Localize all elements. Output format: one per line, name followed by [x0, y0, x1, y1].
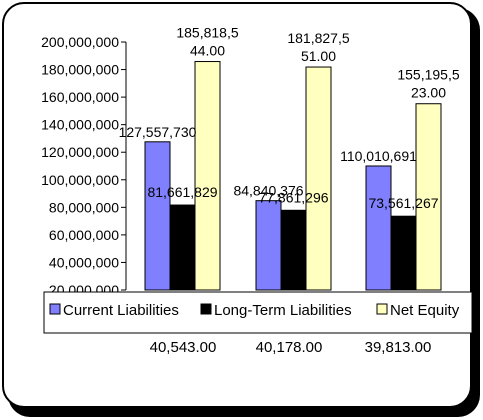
legend-label: Long-Term Liabilities — [214, 302, 352, 319]
bar — [255, 200, 282, 291]
data-label: 84,840,376 — [233, 183, 303, 199]
bar — [280, 209, 307, 291]
legend-box — [43, 291, 473, 334]
data-label: 73,561,267 — [368, 195, 438, 211]
category-label: 39,813.00 — [365, 339, 432, 356]
legend-swatch — [49, 303, 61, 315]
y-tick-label: 140,000,000 — [41, 117, 119, 133]
bar — [390, 215, 417, 291]
category-label: 40,543.00 — [150, 339, 217, 356]
y-tick-label: 120,000,000 — [41, 144, 119, 160]
data-label: 181,827,5 — [287, 30, 349, 46]
bar — [194, 61, 221, 291]
category-label: 40,178.00 — [256, 339, 323, 356]
data-label: 127,557,730 — [119, 124, 197, 140]
y-tick-label: 100,000,000 — [41, 172, 119, 188]
legend-label: Current Liabilities — [63, 302, 179, 319]
y-tick-label: 80,000,000 — [49, 199, 119, 215]
data-label: 110,010,691 — [340, 148, 417, 164]
bar — [415, 103, 442, 291]
data-label: 81,661,829 — [147, 184, 217, 200]
legend: Current Liabilities Long-Term Liabilities… — [43, 291, 473, 334]
bar — [305, 66, 332, 291]
y-tick-label: 40,000,000 — [49, 254, 119, 270]
bar — [169, 204, 196, 291]
data-label: 77,861,296 — [258, 189, 328, 205]
y-tick-label: 200,000,000 — [41, 34, 119, 50]
bar — [144, 141, 171, 291]
chart-frame — [2, 2, 472, 408]
y-tick-label: 180,000,000 — [41, 62, 119, 78]
y-tick-label: 160,000,000 — [41, 89, 119, 105]
data-labels: 127,557,730 84,840,376 110,010,691 81,661,8… — [119, 25, 460, 212]
bars — [144, 61, 442, 291]
data-label: 185,818,5 — [176, 25, 238, 41]
data-label: 51.00 — [301, 48, 336, 64]
data-label: 44.00 — [190, 43, 225, 59]
y-tick-label: 60,000,000 — [49, 227, 119, 243]
legend-label: Net Equity — [390, 302, 460, 319]
legend-swatch — [200, 303, 212, 315]
data-label: 155,195,5 — [397, 67, 459, 83]
legend-swatch — [376, 303, 388, 315]
bar — [365, 165, 392, 291]
y-axis: 20,000,00040,000,00060,000,00080,000,000… — [41, 34, 127, 298]
data-label: 23.00 — [411, 85, 446, 101]
category-labels: 40,543.00 40,178.00 39,813.00 — [150, 339, 432, 356]
